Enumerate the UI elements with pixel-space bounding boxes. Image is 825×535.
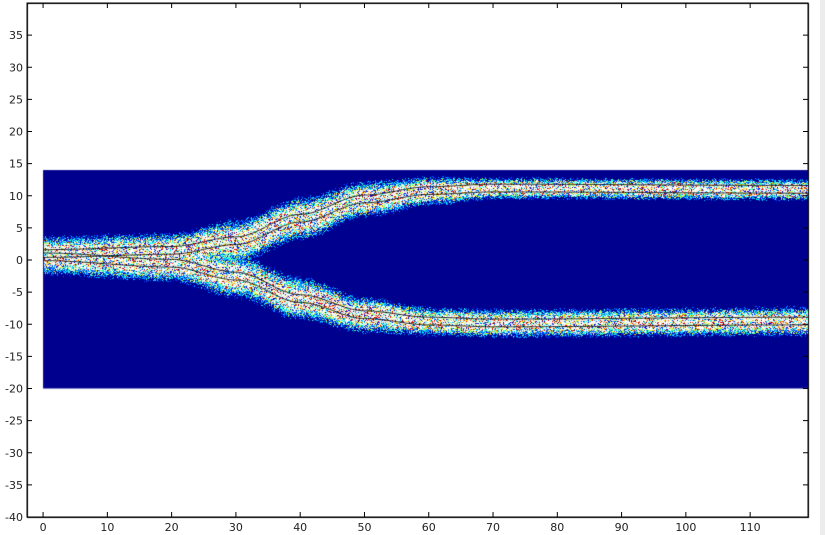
y-tick-label: 35 (9, 29, 23, 42)
y-tick-label: -25 (5, 415, 23, 428)
y-tick-label: -5 (12, 286, 23, 299)
x-tick-label: 100 (675, 521, 696, 534)
x-tick-label: 50 (357, 521, 371, 534)
x-tick-label: 60 (422, 521, 436, 534)
y-tick-label: -40 (5, 511, 23, 524)
x-tick-label: 70 (486, 521, 500, 534)
y-tick-label: 30 (9, 61, 23, 74)
x-tick-label: 80 (550, 521, 564, 534)
y-tick-label: 20 (9, 126, 23, 139)
y-tick-label: 0 (16, 254, 23, 267)
y-tick-label: 15 (9, 158, 23, 171)
x-tick-label: 30 (229, 521, 243, 534)
y-tick-label: -35 (5, 479, 23, 492)
y-tick-label: -30 (5, 447, 23, 460)
x-tick-label: 40 (293, 521, 307, 534)
x-tick-label: 20 (165, 521, 179, 534)
y-tick-label: 25 (9, 93, 23, 106)
y-tick-label: -20 (5, 383, 23, 396)
scrollbar[interactable] (820, 0, 825, 535)
y-tick-label: -15 (5, 350, 23, 363)
x-tick-label: 90 (615, 521, 629, 534)
x-tick-label: 0 (40, 521, 47, 534)
y-tick-label: -10 (5, 318, 23, 331)
y-tick-label: 5 (16, 222, 23, 235)
x-tick-label: 110 (740, 521, 761, 534)
axes: 0 10 20 30 40 50 60 70 80 90 100 11035302520151050-… (5, 3, 808, 534)
x-tick-label: 10 (100, 521, 114, 534)
y-tick-label: 10 (9, 190, 23, 203)
